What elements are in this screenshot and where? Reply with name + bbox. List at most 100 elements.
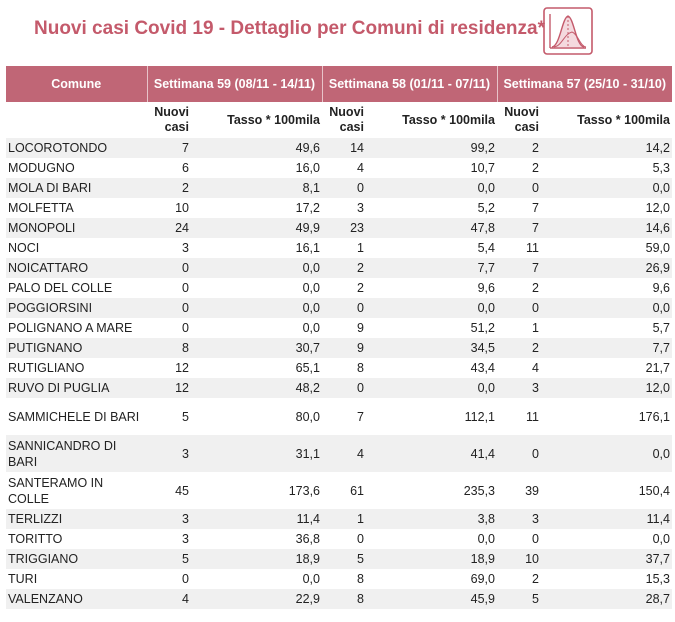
cell-nuovi-casi: 5 [497, 589, 541, 609]
cell-nuovi-casi: 9 [322, 338, 366, 358]
table-row: PALO DEL COLLE 0 0,0 2 9,6 2 9,6 [6, 278, 672, 298]
table-row: LOCOROTONDO 7 49,6 14 99,2 2 14,2 [6, 138, 672, 158]
cell-tasso: 16,0 [191, 158, 322, 178]
cell-tasso: 8,1 [191, 178, 322, 198]
cell-nuovi-casi: 4 [147, 589, 191, 609]
cell-tasso: 0,0 [191, 278, 322, 298]
cell-nuovi-casi: 8 [322, 569, 366, 589]
cell-nuovi-casi: 4 [322, 158, 366, 178]
cell-nuovi-casi: 5 [322, 549, 366, 569]
cell-tasso: 0,0 [541, 529, 672, 549]
cell-comune: SAMMICHELE DI BARI [6, 398, 147, 435]
cell-nuovi-casi: 2 [497, 138, 541, 158]
subheader-nuovi-casi: Nuovi casi [147, 102, 191, 138]
cell-nuovi-casi: 2 [497, 158, 541, 178]
cell-nuovi-casi: 12 [147, 358, 191, 378]
cell-nuovi-casi: 2 [147, 178, 191, 198]
cell-nuovi-casi: 11 [497, 238, 541, 258]
cell-comune: RUVO DI PUGLIA [6, 378, 147, 398]
cell-tasso: 17,2 [191, 198, 322, 218]
table-row: MOLA DI BARI 2 8,1 0 0,0 0 0,0 [6, 178, 672, 198]
column-header-week-58: Settimana 58 (01/11 - 07/11) [322, 66, 498, 102]
subheader-nuovi-casi: Nuovi casi [497, 102, 541, 138]
cell-tasso: 36,8 [191, 529, 322, 549]
cell-tasso: 150,4 [541, 472, 672, 509]
table-row: TERLIZZI 3 11,4 1 3,8 3 11,4 [6, 509, 672, 529]
cell-nuovi-casi: 0 [322, 529, 366, 549]
cell-tasso: 69,0 [366, 569, 497, 589]
cell-nuovi-casi: 6 [147, 158, 191, 178]
cell-tasso: 112,1 [366, 398, 497, 435]
table-row: SANTERAMO IN COLLE 45 173,6 61 235,3 39 150,4 [6, 472, 672, 509]
cell-tasso: 28,7 [541, 589, 672, 609]
cell-nuovi-casi: 7 [497, 258, 541, 278]
cell-tasso: 21,7 [541, 358, 672, 378]
cell-tasso: 5,7 [541, 318, 672, 338]
subheader-tasso: Tasso * 100mila [366, 102, 497, 138]
cell-tasso: 49,6 [191, 138, 322, 158]
cell-tasso: 7,7 [541, 338, 672, 358]
cell-tasso: 0,0 [191, 258, 322, 278]
cell-tasso: 22,9 [191, 589, 322, 609]
cell-nuovi-casi: 1 [322, 509, 366, 529]
cell-tasso: 15,3 [541, 569, 672, 589]
column-header-week-57: Settimana 57 (25/10 - 31/10) [497, 66, 672, 102]
cell-tasso: 235,3 [366, 472, 497, 509]
cell-tasso: 34,5 [366, 338, 497, 358]
cell-tasso: 18,9 [191, 549, 322, 569]
table-row: VALENZANO 4 22,9 8 45,9 5 28,7 [6, 589, 672, 609]
cell-nuovi-casi: 39 [497, 472, 541, 509]
cell-nuovi-casi: 0 [497, 298, 541, 318]
cell-nuovi-casi: 12 [147, 378, 191, 398]
cell-nuovi-casi: 1 [322, 238, 366, 258]
cell-comune: POGGIORSINI [6, 298, 147, 318]
cell-nuovi-casi: 3 [322, 198, 366, 218]
cell-tasso: 7,7 [366, 258, 497, 278]
subheader-tasso: Tasso * 100mila [191, 102, 322, 138]
cell-nuovi-casi: 45 [147, 472, 191, 509]
cell-nuovi-casi: 0 [147, 258, 191, 278]
cell-comune: POLIGNANO A MARE [6, 318, 147, 338]
cell-nuovi-casi: 11 [497, 398, 541, 435]
table-row: MOLFETTA 10 17,2 3 5,2 7 12,0 [6, 198, 672, 218]
cell-nuovi-casi: 4 [497, 358, 541, 378]
cell-comune: NOCI [6, 238, 147, 258]
cell-tasso: 3,8 [366, 509, 497, 529]
cell-comune: TRIGGIANO [6, 549, 147, 569]
cell-nuovi-casi: 5 [147, 549, 191, 569]
cell-tasso: 5,4 [366, 238, 497, 258]
cell-tasso: 30,7 [191, 338, 322, 358]
cell-comune: SANTERAMO IN COLLE [6, 472, 147, 509]
cell-nuovi-casi: 2 [497, 338, 541, 358]
cell-nuovi-casi: 8 [322, 589, 366, 609]
cell-tasso: 12,0 [541, 378, 672, 398]
cell-tasso: 18,9 [366, 549, 497, 569]
table-row: TURI 0 0,0 8 69,0 2 15,3 [6, 569, 672, 589]
cell-tasso: 5,2 [366, 198, 497, 218]
cell-nuovi-casi: 3 [147, 509, 191, 529]
cell-tasso: 43,4 [366, 358, 497, 378]
cell-nuovi-casi: 9 [322, 318, 366, 338]
cell-nuovi-casi: 23 [322, 218, 366, 238]
cell-nuovi-casi: 0 [322, 378, 366, 398]
table-row: NOCI 3 16,1 1 5,4 11 59,0 [6, 238, 672, 258]
cell-tasso: 0,0 [191, 298, 322, 318]
cell-tasso: 0,0 [541, 178, 672, 198]
cell-nuovi-casi: 0 [322, 178, 366, 198]
cell-comune: NOICATTARO [6, 258, 147, 278]
column-header-week-59: Settimana 59 (08/11 - 14/11) [147, 66, 323, 102]
subheader-empty [6, 102, 147, 138]
cell-comune: TERLIZZI [6, 509, 147, 529]
cell-nuovi-casi: 2 [322, 258, 366, 278]
cell-tasso: 9,6 [366, 278, 497, 298]
cell-nuovi-casi: 10 [147, 198, 191, 218]
cell-tasso: 0,0 [541, 435, 672, 472]
cell-nuovi-casi: 7 [497, 218, 541, 238]
cell-nuovi-casi: 1 [497, 318, 541, 338]
cell-nuovi-casi: 5 [147, 398, 191, 435]
cell-tasso: 41,4 [366, 435, 497, 472]
cell-tasso: 80,0 [191, 398, 322, 435]
cell-tasso: 51,2 [366, 318, 497, 338]
cell-tasso: 0,0 [191, 569, 322, 589]
cell-tasso: 37,7 [541, 549, 672, 569]
